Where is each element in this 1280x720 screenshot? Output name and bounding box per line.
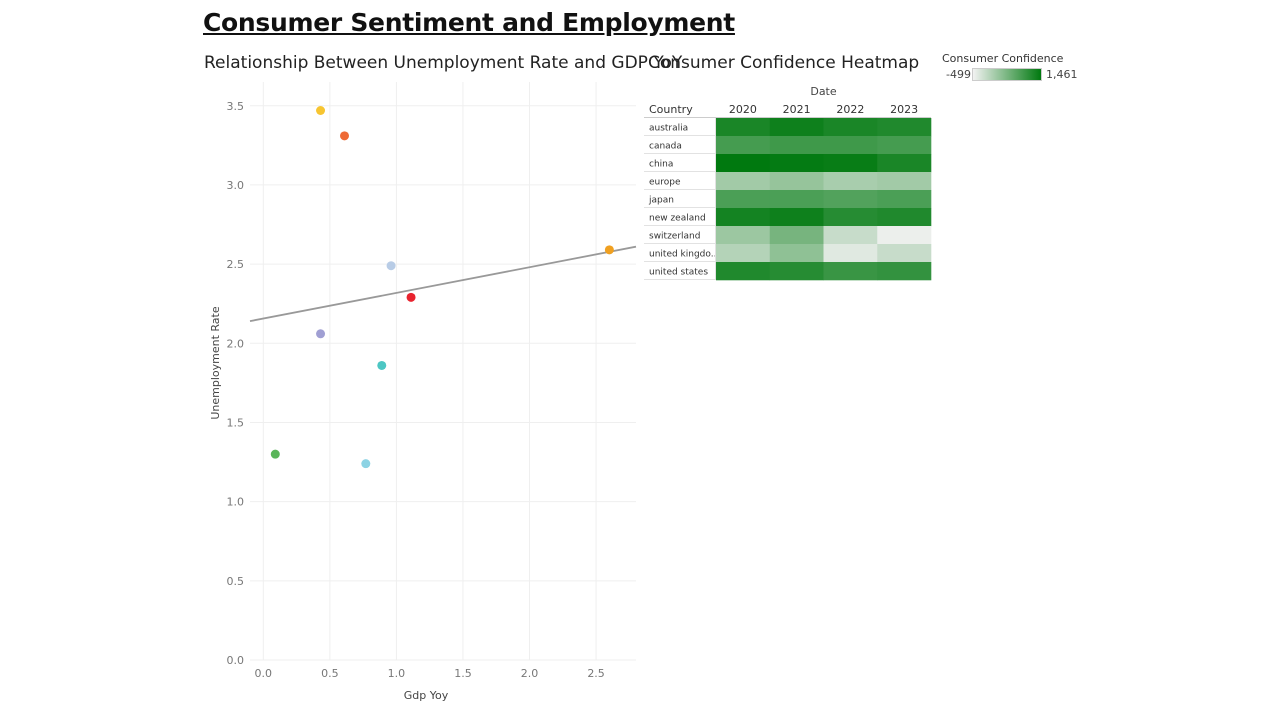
x-tick-label: 1.0 (388, 667, 406, 680)
color-legend: Consumer Confidence -499 1,461 (942, 52, 1082, 88)
scatter-point (270, 449, 280, 459)
heatmap-cell (877, 208, 932, 227)
heatmap-cell (877, 172, 932, 191)
heatmap-cell (877, 154, 932, 173)
heatmap-row-label: canada (649, 142, 682, 152)
scatter-point (340, 131, 350, 141)
heatmap-cell (823, 262, 878, 281)
scatter-point (377, 360, 387, 370)
x-axis-label: Gdp Yoy (404, 689, 449, 702)
scatter-point (386, 261, 396, 271)
heatmap-cell (716, 136, 771, 155)
legend-gradient-bar (972, 68, 1042, 81)
dashboard-title: Consumer Sentiment and Employment (203, 8, 735, 37)
scatter-point (316, 329, 326, 339)
heatmap-cell (823, 244, 878, 263)
scatter-point (316, 106, 326, 116)
heatmap-cell (769, 208, 824, 227)
heatmap-chart: Date Country 2020 2021 2022 2023 australia cana… (644, 85, 932, 281)
heatmap-column-label: 2021 (783, 103, 811, 116)
y-tick-label: 3.0 (227, 179, 245, 192)
heatmap-row-label: united states (649, 268, 708, 278)
heatmap-cell (716, 244, 771, 263)
heatmap-row-label: australia (649, 124, 688, 134)
heatmap-cell (769, 154, 824, 173)
heatmap-cell (823, 172, 878, 191)
heatmap-cell (877, 262, 932, 281)
heatmap-cell (769, 118, 824, 137)
heatmap-cell (769, 226, 824, 245)
heatmap-cell (716, 226, 771, 245)
heatmap-row-label: europe (649, 178, 681, 188)
heatmap-cell (716, 154, 771, 173)
x-tick-label: 1.5 (454, 667, 472, 680)
heatmap-cell (877, 190, 932, 209)
heatmap-cell (877, 118, 932, 137)
heatmap-row-label: united kingdo.. (649, 250, 716, 260)
heatmap-cell (877, 136, 932, 155)
legend-max-label: 1,461 (1046, 68, 1078, 81)
heatmap-cell (716, 208, 771, 227)
heatmap-cell (877, 244, 932, 263)
y-tick-label: 0.5 (227, 575, 245, 588)
x-tick-label: 0.5 (321, 667, 339, 680)
heatmap-row-label: switzerland (649, 232, 700, 242)
heatmap-cell (877, 226, 932, 245)
heatmap-cell (823, 226, 878, 245)
scatter-point (361, 459, 371, 469)
heatmap-column-label: 2022 (836, 103, 864, 116)
heatmap-column-label: 2020 (729, 103, 757, 116)
heatmap-column-group-label: Date (810, 85, 837, 98)
y-tick-label: 0.0 (227, 654, 245, 667)
heatmap-cell (716, 172, 771, 191)
legend-title: Consumer Confidence (942, 52, 1064, 65)
legend-min-label: -499 (946, 68, 971, 81)
heatmap-cell (769, 172, 824, 191)
heatmap-cell (716, 262, 771, 281)
heatmap-row-label: new zealand (649, 214, 706, 224)
heatmap-row-label: china (649, 160, 673, 170)
heatmap-cell (823, 136, 878, 155)
heatmap-cell (823, 208, 878, 227)
heatmap-column-label: 2023 (890, 103, 918, 116)
heatmap-cell (769, 244, 824, 263)
trend-line (249, 245, 637, 323)
y-tick-label: 1.0 (227, 496, 245, 509)
heatmap-cell (769, 262, 824, 281)
y-tick-label: 2.5 (227, 258, 245, 271)
x-tick-label: 2.5 (587, 667, 605, 680)
scatter-point (406, 292, 416, 302)
x-tick-label: 0.0 (255, 667, 273, 680)
y-tick-label: 2.0 (227, 337, 245, 350)
heatmap-cell (823, 190, 878, 209)
heatmap-row-header: Country (649, 103, 693, 116)
heatmap-title: Consumer Confidence Heatmap (648, 53, 920, 73)
scatter-chart: 0.0 0.5 1.0 1.5 2.0 2.5 3.0 3.5 0.0 0.5 1.0 1.5 2.0 2… (209, 82, 637, 702)
heatmap-row-label: japan (648, 196, 674, 206)
scatter-chart-title: Relationship Between Unemployment Rate a… (204, 53, 683, 73)
y-tick-label: 3.5 (227, 100, 245, 113)
y-axis-label: Unemployment Rate (209, 306, 222, 420)
heatmap-cell (823, 154, 878, 173)
x-tick-label: 2.0 (521, 667, 539, 680)
heatmap-cell (823, 118, 878, 137)
y-tick-label: 1.5 (227, 416, 245, 429)
heatmap-cell (769, 190, 824, 209)
heatmap-cell (716, 118, 771, 137)
heatmap-cell (769, 136, 824, 155)
heatmap-cell (716, 190, 771, 209)
scatter-point (604, 245, 614, 255)
